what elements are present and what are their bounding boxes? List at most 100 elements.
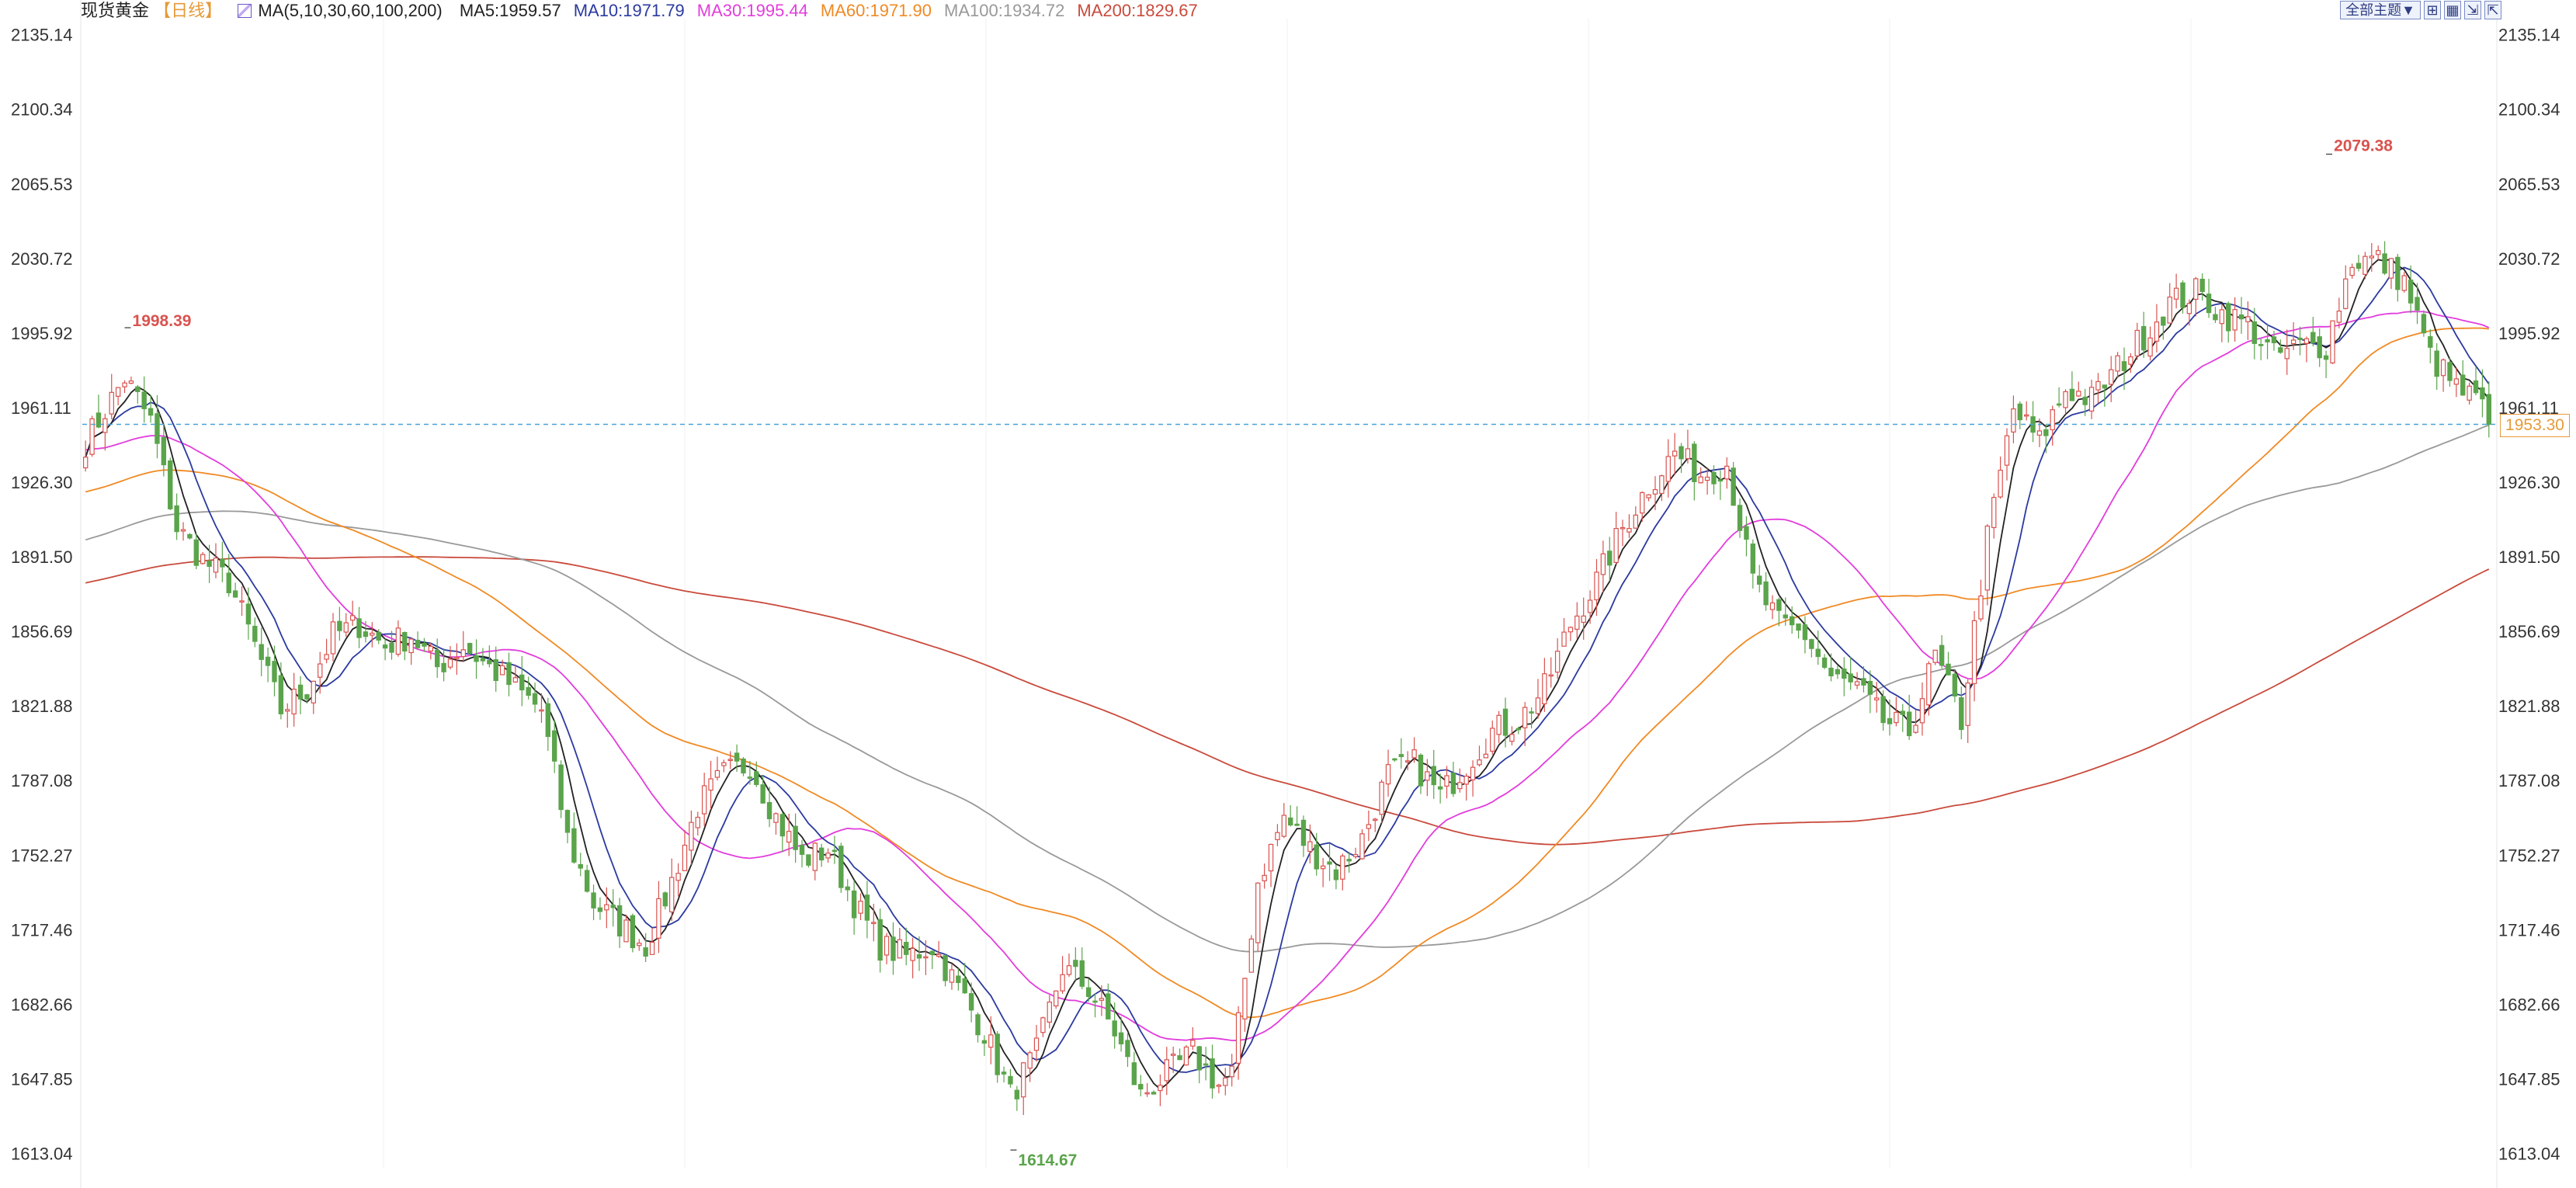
candle[interactable] xyxy=(564,809,571,844)
candle[interactable] xyxy=(695,811,700,836)
candle[interactable] xyxy=(180,522,186,541)
candle[interactable] xyxy=(1633,506,1639,530)
candle[interactable] xyxy=(1567,626,1574,641)
candle[interactable] xyxy=(95,394,102,429)
candle[interactable] xyxy=(1515,726,1522,735)
candle[interactable] xyxy=(2082,388,2088,416)
candle[interactable] xyxy=(2453,367,2460,398)
candle[interactable] xyxy=(1861,665,1866,693)
candle[interactable] xyxy=(232,582,238,598)
candle[interactable] xyxy=(2265,323,2270,360)
candle[interactable] xyxy=(1959,686,1964,740)
candle[interactable] xyxy=(1235,1006,1241,1080)
candle[interactable] xyxy=(382,638,388,661)
candle[interactable] xyxy=(2467,382,2472,405)
candle[interactable] xyxy=(1190,1027,1196,1051)
candle[interactable] xyxy=(1789,606,1795,634)
candle[interactable] xyxy=(2382,241,2387,276)
candle[interactable] xyxy=(193,533,200,570)
candle[interactable] xyxy=(754,761,759,787)
candle[interactable] xyxy=(995,1030,1000,1083)
candle[interactable] xyxy=(2226,301,2231,343)
candle[interactable] xyxy=(1894,696,1899,727)
candle[interactable] xyxy=(1106,983,1111,1020)
candle[interactable] xyxy=(786,813,792,856)
candle[interactable] xyxy=(2473,366,2479,396)
candle[interactable] xyxy=(1522,702,1528,746)
candle[interactable] xyxy=(956,968,961,991)
candle[interactable] xyxy=(1307,824,1313,863)
candle[interactable] xyxy=(721,759,727,773)
candle[interactable] xyxy=(324,638,329,664)
candle[interactable] xyxy=(2121,347,2127,391)
candle[interactable] xyxy=(1131,1051,1137,1086)
candle[interactable] xyxy=(2180,280,2185,314)
candle[interactable] xyxy=(1828,653,1834,682)
candle[interactable] xyxy=(662,891,668,910)
candle[interactable] xyxy=(1574,602,1580,639)
candle[interactable] xyxy=(389,630,394,660)
candle[interactable] xyxy=(877,908,883,973)
candle[interactable] xyxy=(981,1035,988,1056)
candle[interactable] xyxy=(2317,328,2322,367)
candle[interactable] xyxy=(376,629,381,644)
candle[interactable] xyxy=(1613,512,1619,564)
candle[interactable] xyxy=(1392,758,1397,762)
candle[interactable] xyxy=(1490,720,1495,755)
candle[interactable] xyxy=(2043,424,2049,453)
candle[interactable] xyxy=(1151,1090,1157,1095)
candle[interactable] xyxy=(493,646,498,692)
candle[interactable] xyxy=(115,387,121,406)
candle[interactable] xyxy=(1620,519,1626,547)
candle[interactable] xyxy=(1060,956,1065,994)
candle[interactable] xyxy=(649,927,655,955)
candle[interactable] xyxy=(1425,759,1430,797)
candle[interactable] xyxy=(1659,474,1665,502)
candle[interactable] xyxy=(1640,491,1645,523)
candle[interactable] xyxy=(1314,832,1319,876)
candle[interactable] xyxy=(1874,682,1880,713)
candle[interactable] xyxy=(1418,753,1424,794)
candle[interactable] xyxy=(311,680,317,714)
candle[interactable] xyxy=(207,544,212,583)
candle[interactable] xyxy=(2251,307,2257,360)
candle[interactable] xyxy=(297,676,304,714)
candle[interactable] xyxy=(1587,590,1593,624)
expand-icon[interactable]: ⇲ xyxy=(2464,1,2481,19)
candle[interactable] xyxy=(1033,1025,1040,1062)
candle[interactable] xyxy=(1757,564,1762,592)
candle[interactable] xyxy=(2369,242,2375,272)
candle[interactable] xyxy=(2238,297,2244,334)
candle[interactable] xyxy=(545,697,551,751)
candle[interactable] xyxy=(2063,389,2068,415)
candle[interactable] xyxy=(1210,1044,1215,1099)
candle[interactable] xyxy=(2415,283,2420,325)
candle[interactable] xyxy=(2193,276,2199,317)
candle[interactable] xyxy=(343,613,349,637)
candle[interactable] xyxy=(2330,320,2335,364)
candle[interactable] xyxy=(1763,571,1769,611)
candle[interactable] xyxy=(2428,328,2433,363)
candle[interactable] xyxy=(272,645,277,696)
candle[interactable] xyxy=(454,643,460,676)
candle[interactable] xyxy=(1665,439,1671,498)
candle[interactable] xyxy=(1144,1082,1150,1097)
candle[interactable] xyxy=(467,642,473,655)
candle[interactable] xyxy=(1809,638,1814,658)
candle[interactable] xyxy=(318,651,323,694)
candle[interactable] xyxy=(1268,843,1274,888)
candle[interactable] xyxy=(1216,1083,1222,1094)
period-label[interactable]: 【日线】 xyxy=(154,1,223,20)
candle[interactable] xyxy=(1685,429,1691,464)
candle[interactable] xyxy=(2167,283,2172,324)
candle[interactable] xyxy=(1717,470,1724,500)
candle[interactable] xyxy=(1952,669,1958,703)
candle[interactable] xyxy=(904,927,909,966)
candle[interactable] xyxy=(285,703,290,728)
candle[interactable] xyxy=(1385,749,1391,797)
candle[interactable] xyxy=(689,810,694,865)
candle[interactable] xyxy=(1040,1016,1046,1037)
candle[interactable] xyxy=(2069,371,2075,401)
candle[interactable] xyxy=(2245,301,2251,340)
candle[interactable] xyxy=(604,887,609,929)
